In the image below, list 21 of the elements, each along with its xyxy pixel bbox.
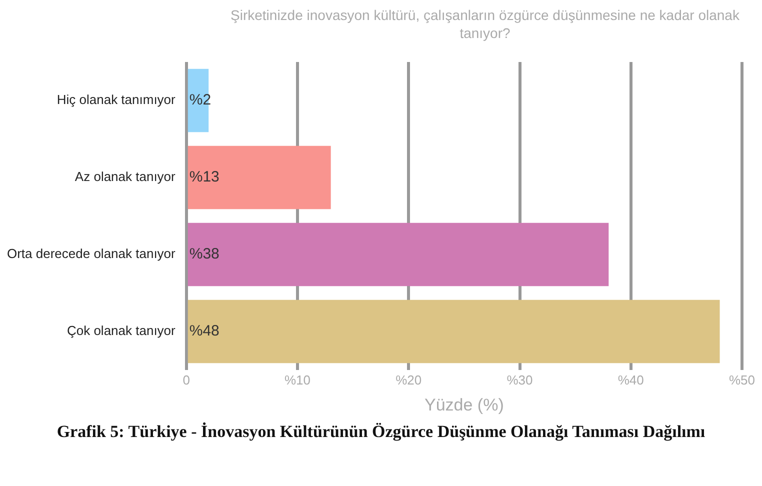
bar [188,146,331,210]
data-label: %2 [189,92,212,109]
chart-title: Şirketinizde inovasyon kültürü, çalışanların özgürce düşünmesine ne kadar olanak tanıyor? [230,6,740,42]
bar [188,300,720,364]
x-tick-label: %30 [506,372,533,388]
data-label: %13 [189,168,220,186]
data-label: %48 [189,322,220,340]
x-tick-label: %50 [728,372,756,388]
text: Grafik 5: Türkiye - İnovasyon Kültürünün Özgürce Düşünme Olanağı Tanıması Dağılımı [56,421,706,443]
x-tick-label: %40 [618,372,644,388]
y-tick-label: Orta derecede olanak tanıyor [6,246,176,262]
bar [188,222,609,286]
y-tick-label: Çok olanak tanıyor [66,323,176,338]
y-tick-label: Az olanak tanıyor [74,169,176,184]
x-tick-label: %10 [284,372,311,388]
bar [188,68,209,132]
x-tick-label: %20 [396,372,422,388]
y-tick-label: Hiç olanak tanımıyor [56,92,176,108]
x-axis-title: Yüzde (%) [424,395,504,414]
x-tick-label: 0 [182,372,190,388]
data-label: %38 [189,246,220,263]
